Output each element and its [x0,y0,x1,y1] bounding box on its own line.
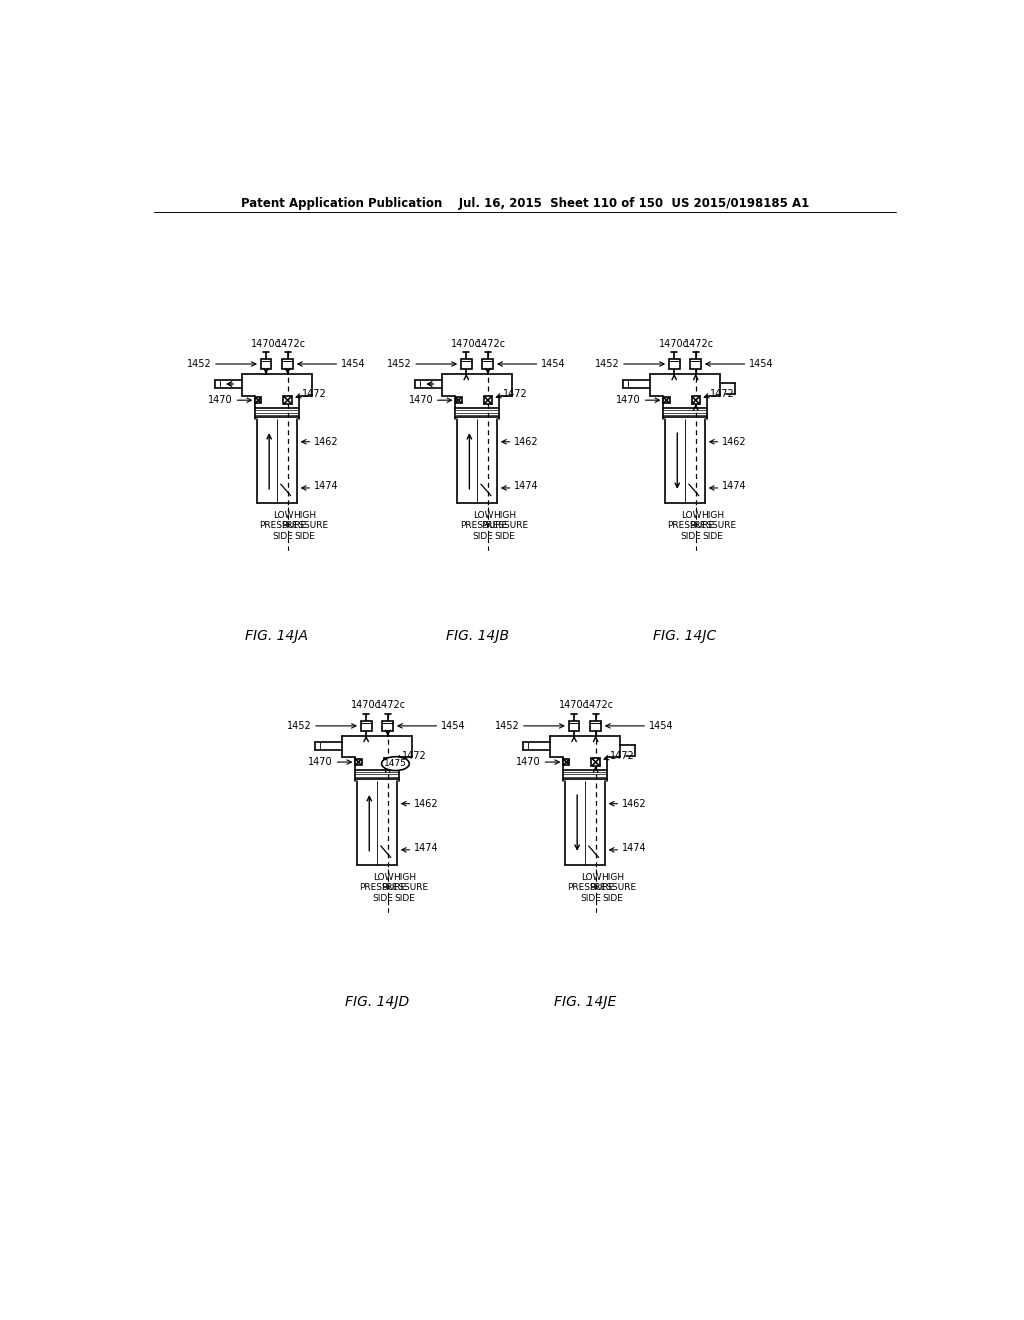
Text: HIGH
PRESSURE
SIDE: HIGH PRESSURE SIDE [481,511,528,541]
Text: 1452: 1452 [387,359,412,370]
Text: 1462: 1462 [622,799,646,809]
Bar [590,721,601,731]
Bar [563,759,569,766]
Text: 1452: 1452 [186,359,211,370]
Text: FIG. 14JC: FIG. 14JC [653,628,717,643]
Text: HIGH
PRESSURE
SIDE: HIGH PRESSURE SIDE [281,511,328,541]
Bar [255,397,261,404]
Text: 1454: 1454 [541,359,565,370]
Text: HIGH
PRESSURE
SIDE: HIGH PRESSURE SIDE [689,511,736,541]
Bar [664,397,670,404]
Text: 1472: 1472 [711,389,735,399]
Text: 1475: 1475 [384,759,407,768]
Text: 1452: 1452 [287,721,311,731]
Text: 1470: 1470 [616,395,641,405]
Text: 1474: 1474 [514,482,539,491]
Text: 1472c: 1472c [376,701,406,710]
Bar [669,359,680,370]
Bar [283,359,293,370]
Bar [568,721,580,731]
Ellipse shape [382,756,410,771]
Text: 1470c: 1470c [251,339,281,348]
Bar [456,397,462,404]
Text: 1472: 1472 [610,751,635,760]
Bar [355,759,361,766]
Bar [384,758,392,767]
Text: 1462: 1462 [514,437,539,446]
Text: 1462: 1462 [313,437,339,446]
Text: LOW
PRESSURE
SIDE: LOW PRESSURE SIDE [460,511,507,541]
Bar [382,721,393,731]
Bar [482,359,494,370]
Text: 1470c: 1470c [659,339,689,348]
Text: 1454: 1454 [749,359,773,370]
Text: 1472c: 1472c [476,339,506,348]
Bar [690,359,701,370]
Bar [284,396,292,404]
Text: FIG. 14JE: FIG. 14JE [554,994,616,1008]
Text: 1472: 1472 [302,389,327,399]
Text: LOW
PRESSURE
SIDE: LOW PRESSURE SIDE [359,873,407,903]
Text: 1474: 1474 [414,843,438,853]
Text: 1470: 1470 [308,758,333,767]
Text: HIGH
PRESSURE
SIDE: HIGH PRESSURE SIDE [381,873,428,903]
Text: FIG. 14JA: FIG. 14JA [246,628,308,643]
Text: FIG. 14JB: FIG. 14JB [445,628,509,643]
Text: 1474: 1474 [722,482,746,491]
Text: 1470c: 1470c [452,339,481,348]
Text: 1454: 1454 [341,359,366,370]
Text: LOW
PRESSURE
SIDE: LOW PRESSURE SIDE [567,873,614,903]
Text: 1452: 1452 [495,721,519,731]
Text: 1454: 1454 [441,721,466,731]
Text: 1470c: 1470c [559,701,589,710]
Text: 1472: 1472 [402,751,427,760]
Text: Patent Application Publication    Jul. 16, 2015  Sheet 110 of 150  US 2015/01981: Patent Application Publication Jul. 16, … [241,197,809,210]
Text: 1470: 1470 [516,758,541,767]
Text: 1454: 1454 [649,721,674,731]
Bar [691,396,700,404]
Bar [360,721,372,731]
Bar [261,359,271,370]
Text: 1474: 1474 [313,482,339,491]
Text: LOW
PRESSURE
SIDE: LOW PRESSURE SIDE [259,511,306,541]
Text: 1474: 1474 [622,843,646,853]
Bar [592,758,600,767]
Bar [483,396,493,404]
Text: 1462: 1462 [414,799,438,809]
Text: HIGH
PRESSURE
SIDE: HIGH PRESSURE SIDE [589,873,636,903]
Text: 1470c: 1470c [351,701,381,710]
Text: 1472c: 1472c [684,339,714,348]
Text: 1452: 1452 [595,359,620,370]
Text: 1472c: 1472c [584,701,613,710]
Text: 1472: 1472 [503,389,527,399]
Text: 1472c: 1472c [275,339,306,348]
Bar [461,359,472,370]
Text: 1470: 1470 [409,395,433,405]
Text: 1462: 1462 [722,437,746,446]
Text: 1470: 1470 [208,395,233,405]
Text: LOW
PRESSURE
SIDE: LOW PRESSURE SIDE [668,511,715,541]
Text: FIG. 14JD: FIG. 14JD [345,994,409,1008]
